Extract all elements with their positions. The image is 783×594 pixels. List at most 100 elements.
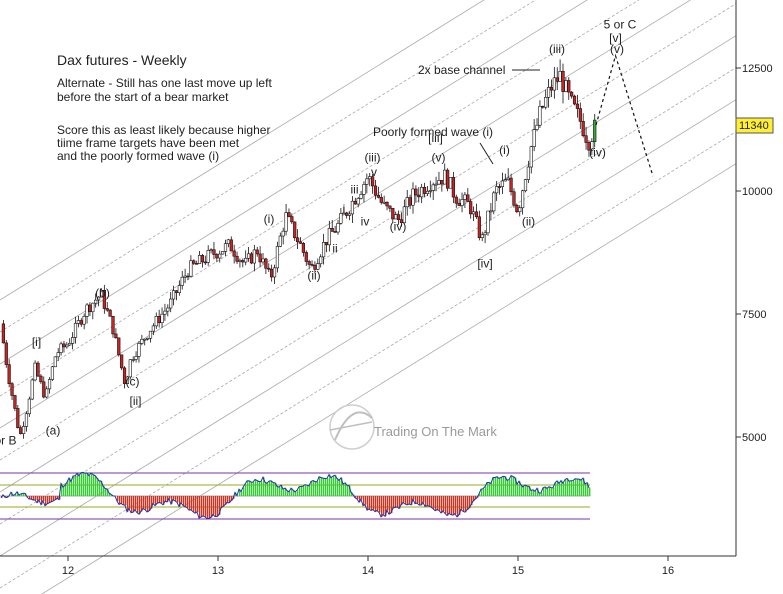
wave-label: (i) [264,212,275,226]
oscillator-bar [211,496,213,518]
oscillator-bar [339,480,341,496]
oscillator-bar [299,486,301,496]
oscillator-bar [149,496,151,511]
oscillator-bar [469,496,471,509]
oscillator-bar [359,496,361,503]
candle-body [376,194,380,198]
x-tick-label: 13 [212,565,224,577]
candle-body [466,194,470,202]
oscillator-bar [203,496,205,516]
candle-body [252,249,256,264]
oscillator-bar [285,488,287,496]
wave-label: (iii) [549,42,565,56]
oscillator-bar [131,496,133,513]
candle-body [428,190,432,192]
candle-body [319,256,323,265]
oscillator-bar [195,496,197,514]
candle-body [558,71,562,82]
channel-line [0,131,737,589]
oscillator-bar [445,496,447,514]
candle-body [327,228,331,246]
oscillator-bar [43,496,45,502]
candle-body [532,129,536,147]
oscillator-bar [535,491,537,496]
oscillator-bar [271,480,273,496]
candle-body [572,95,577,105]
oscillator-bar [223,496,225,507]
channel-line [0,0,537,333]
oscillator-bar [397,496,399,507]
oscillator-bar [405,496,407,504]
oscillator-bar [65,485,67,496]
oscillator-bar [447,496,449,516]
candle-body [307,261,311,265]
oscillator-bar [57,496,59,499]
candle-body [146,337,150,340]
wave-label: (ii) [307,269,320,283]
x-tick-label: 15 [512,565,524,577]
oscillator-bar [351,492,353,496]
oscillator-bar [27,496,29,497]
wave-label: iv [361,214,370,228]
candle-body [238,260,242,262]
wave-label: [ii] [130,394,142,408]
candle-body [422,186,427,194]
candle-body [474,211,479,218]
oscillator-bar [343,483,345,496]
oscillator-bar [501,477,503,496]
candle-body [163,310,167,315]
channel-line [0,0,588,365]
oscillator-bar [249,480,251,496]
candle-body [284,212,288,232]
candle-body [564,80,568,92]
oscillator-bar [221,496,223,508]
oscillator-bar [281,485,283,496]
oscillator-bar [331,477,333,496]
candle-body [68,343,72,346]
candle-body [278,235,282,247]
oscillator-bar [265,482,267,496]
oscillator-bar [191,496,193,510]
candle-body [206,250,210,263]
oscillator-bar [169,496,171,499]
oscillator-bar [509,479,511,496]
candle-body [298,241,303,244]
candle-body [270,268,274,278]
oscillator-bar [403,496,405,503]
oscillator-bar [183,496,185,506]
candle-body [65,344,69,348]
candle-body [590,141,594,151]
candle-body [1,323,5,344]
y-tick-label: 5000 [742,432,766,444]
candle-body [440,180,444,185]
oscillator-bar [55,496,57,500]
x-tick-label: 12 [62,565,74,577]
candle-body [512,191,516,206]
oscillator-bar [377,496,379,511]
candle-body [495,186,499,194]
oscillator-bar [13,495,15,496]
oscillator-bar [513,476,515,496]
candle-body [414,188,418,196]
oscillator-bar [161,496,163,504]
oscillator-bar [17,491,19,496]
oscillator-bar [201,496,203,518]
candle-body [209,249,213,252]
oscillator-bar [587,482,589,496]
oscillator-bar [449,496,451,514]
candle-body [27,398,31,415]
x-tick-label: 16 [662,565,674,577]
oscillator-bar [413,496,415,500]
oscillator-bar [117,496,119,501]
oscillator-bar [89,475,91,496]
oscillator-panel [0,471,591,520]
wave-label: v [371,165,377,179]
oscillator-bar [159,496,161,503]
candle-body [258,253,262,263]
oscillator-bar [559,483,561,496]
oscillator-bar [375,496,377,512]
oscillator-bar [207,496,209,519]
oscillator-bar [381,496,383,517]
oscillator-bar [187,496,189,508]
oscillator-bar [333,476,335,496]
